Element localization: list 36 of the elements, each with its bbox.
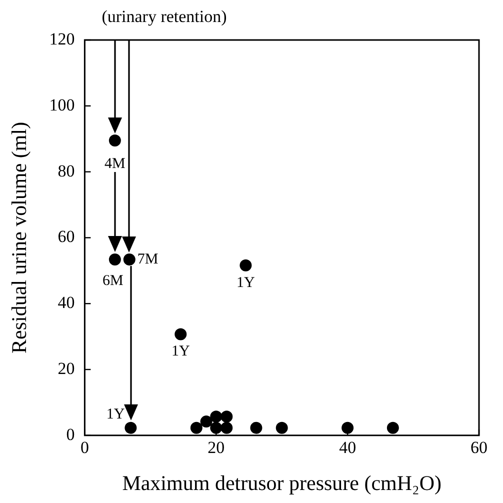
annotation: 7M <box>137 251 158 268</box>
point <box>210 410 222 423</box>
point <box>220 422 233 434</box>
x-tick-label: 20 <box>208 438 225 458</box>
x-tick-label: 60 <box>470 438 488 458</box>
point <box>250 422 262 434</box>
annotation: 1Y <box>171 344 190 360</box>
annotation: 6M <box>102 272 124 289</box>
point <box>386 422 399 434</box>
y-tick-label: 80 <box>58 161 75 180</box>
y-axis-title: Residual urine volume (ml) <box>7 122 32 354</box>
y-tick-label: 0 <box>66 424 75 444</box>
point <box>342 422 354 434</box>
x-tick-label: 0 <box>80 438 89 458</box>
point <box>124 422 137 434</box>
x-tick-label: 40 <box>339 438 356 458</box>
annotation: 1Y <box>236 274 256 291</box>
point <box>108 253 121 266</box>
point <box>276 422 288 434</box>
point <box>123 253 136 266</box>
point <box>210 422 222 434</box>
x-axis-title: Maximum detrusor pressure (cmH₂O) <box>122 470 442 495</box>
point <box>190 422 202 434</box>
point <box>240 259 252 272</box>
point <box>174 328 187 340</box>
y-tick-label: 120 <box>49 29 75 48</box>
annotation: 1Y <box>106 406 125 422</box>
y-tick-label: 40 <box>58 293 75 312</box>
y-tick-label: 60 <box>58 227 75 246</box>
text: (urinary retention) <box>102 6 227 26</box>
y-tick-label: 100 <box>49 95 75 114</box>
annotation: 4M <box>104 156 126 172</box>
y-tick-label: 20 <box>58 358 75 378</box>
point <box>200 416 212 428</box>
point <box>220 410 233 423</box>
point <box>108 134 121 146</box>
